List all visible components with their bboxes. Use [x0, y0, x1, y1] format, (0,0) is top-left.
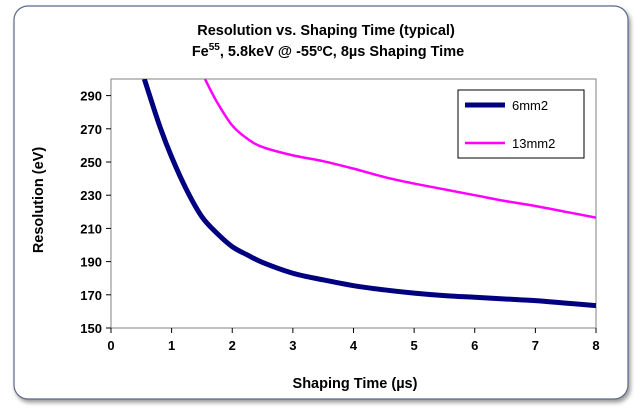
series-line-6mm2 [141, 79, 596, 309]
x-tick-label: 8 [592, 338, 599, 353]
legend-box [457, 89, 585, 159]
title-superscript: 55 [209, 42, 221, 53]
x-tick-label: 2 [229, 338, 236, 353]
series-line-13mm2 [203, 79, 596, 219]
x-tick-label: 0 [107, 338, 114, 353]
title-rest: , 5.8keV @ -55ºC, 8µs Shaping Time [220, 44, 464, 60]
y-tick-label: 210 [80, 221, 102, 236]
y-tick-label: 230 [80, 188, 102, 203]
y-tick-label: 290 [80, 89, 102, 104]
legend-label-6mm2: 6mm2 [512, 98, 548, 113]
y-tick-label: 270 [80, 122, 102, 137]
chart-title-line2: Fe55, 5.8keV @ -55ºC, 8µs Shaping Time [192, 42, 464, 60]
y-axis-title: Resolution (eV) [31, 147, 47, 254]
legend: 6mm2 13mm2 [457, 89, 585, 159]
y-tick-label: 170 [80, 288, 102, 303]
title-fe: Fe [192, 44, 209, 60]
y-tick-label: 150 [80, 321, 102, 336]
x-tick-label: 1 [168, 338, 175, 353]
x-tick-label: 4 [350, 338, 358, 353]
y-tick-label: 190 [80, 255, 102, 270]
x-tick-label: 7 [532, 338, 539, 353]
x-tick-label: 3 [289, 338, 296, 353]
legend-label-13mm2: 13mm2 [512, 136, 555, 151]
x-axis-title: Shaping Time (µs) [293, 376, 418, 392]
x-tick-label: 5 [411, 338, 418, 353]
axes-layer: 0 1 2 3 4 5 6 7 8 150 170 190 210 230 250 270 290 [80, 89, 599, 353]
series-layer [141, 79, 596, 309]
chart-title-line1: Resolution vs. Shaping Time (typical) [197, 23, 455, 39]
y-tick-label: 250 [80, 155, 102, 170]
x-tick-label: 6 [471, 338, 478, 353]
